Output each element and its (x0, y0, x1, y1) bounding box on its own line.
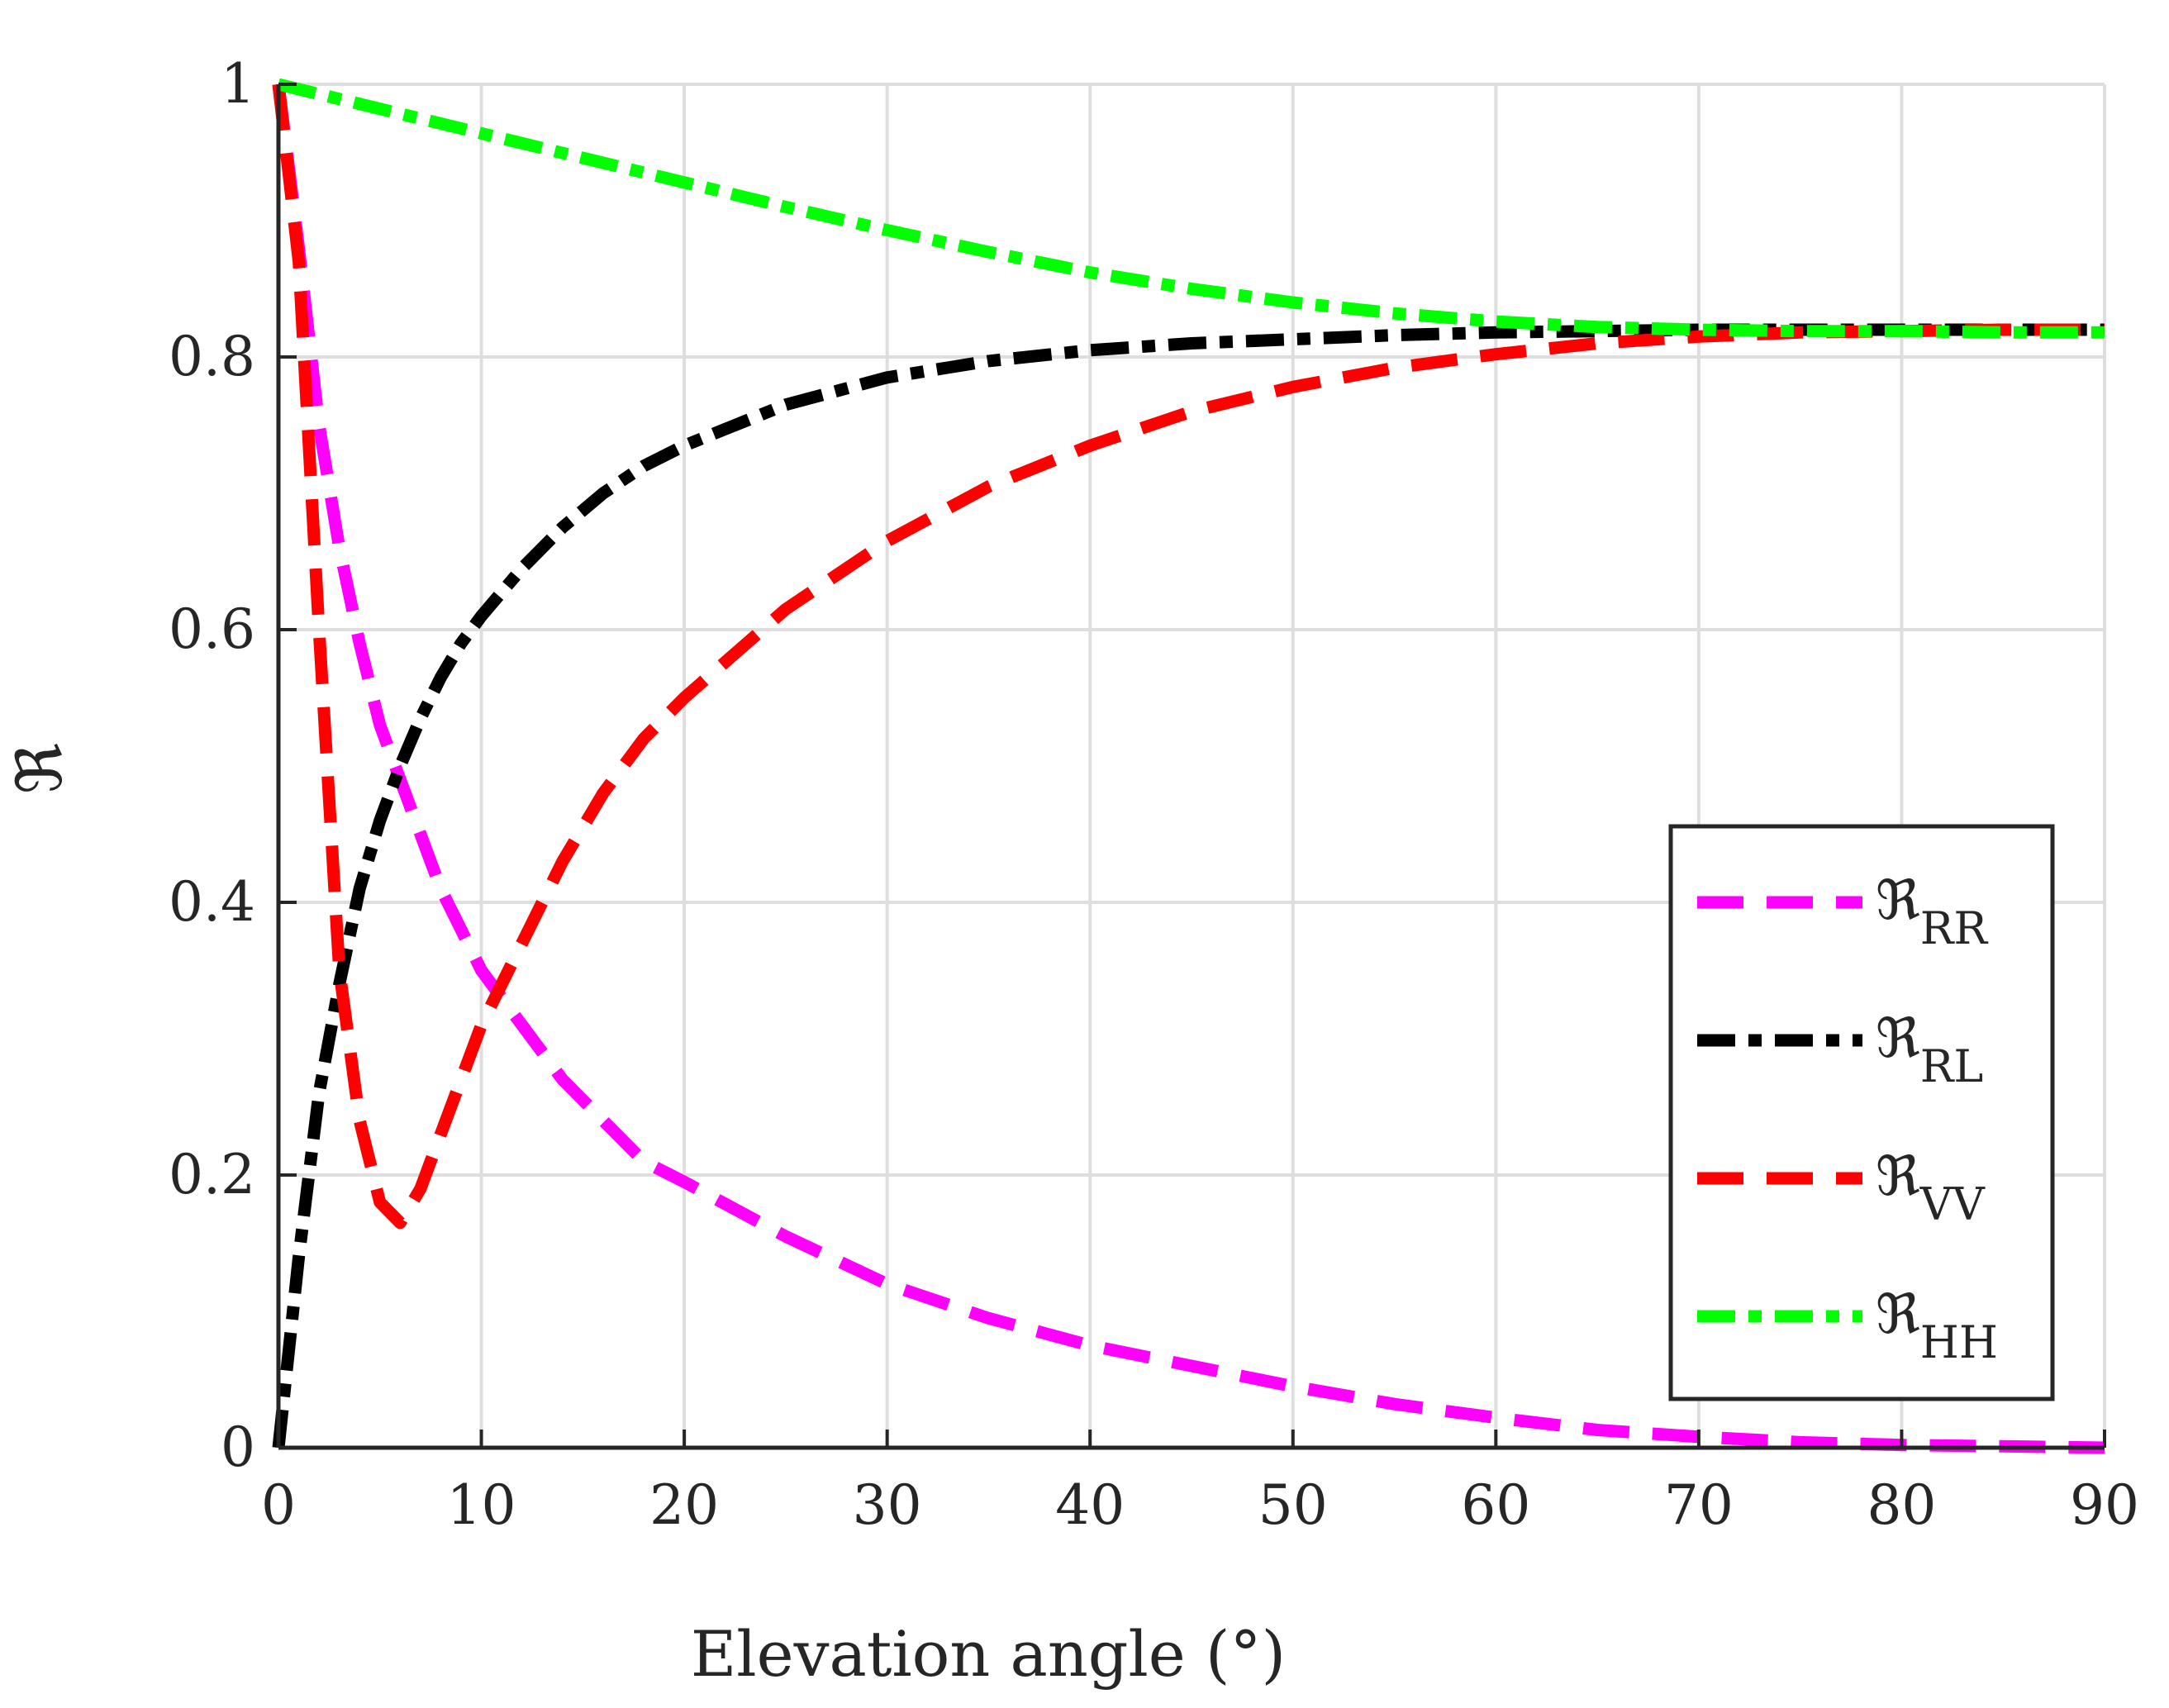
y-axis-title: ℜ (2, 743, 76, 794)
x-tick-label: 30 (853, 1473, 922, 1537)
series-line-rl (272, 323, 2105, 1449)
x-tick-label: 40 (1055, 1473, 1125, 1537)
x-tick-label: 60 (1461, 1473, 1530, 1537)
x-tick-label: 50 (1258, 1473, 1328, 1537)
legend-box (1668, 824, 2055, 1401)
y-tick-label: 0.6 (169, 597, 255, 661)
x-tick-label: 80 (1867, 1473, 1936, 1537)
series-line-vv (272, 83, 2105, 1230)
y-tick-label: 0 (221, 1415, 255, 1479)
legend-label-hh: ℜHH (1876, 1282, 1998, 1368)
y-tick-label: 0.8 (169, 325, 255, 388)
axes (276, 83, 2106, 1450)
series-group (272, 78, 2105, 1454)
series-line-rr (272, 83, 2105, 1454)
x-tick-label: 70 (1664, 1473, 1734, 1537)
y-tick-label: 0.2 (169, 1143, 255, 1206)
x-tick-label: 10 (447, 1473, 516, 1537)
y-tick-label: 1 (221, 52, 255, 116)
x-axis-title: Elevation angle (°) (691, 1617, 1286, 1691)
x-tick-label: 0 (261, 1473, 296, 1537)
x-tick-label: 90 (2070, 1473, 2139, 1537)
legend: ℜRR ℜRL ℜVV ℜHH (1668, 824, 2055, 1401)
x-tick-label: 20 (649, 1473, 719, 1537)
series-line-hh (277, 78, 2105, 339)
legend-label-rl: ℜRL (1876, 1006, 1983, 1092)
legend-label-vv: ℜVV (1876, 1144, 1986, 1230)
legend-label-rr: ℜRR (1876, 868, 1988, 954)
y-tick-label: 0.4 (169, 870, 255, 934)
tick-labels: 0 10 20 30 40 50 60 70 80 90 0 0.2 0.4 0.6 0.8 1 (169, 52, 2139, 1537)
